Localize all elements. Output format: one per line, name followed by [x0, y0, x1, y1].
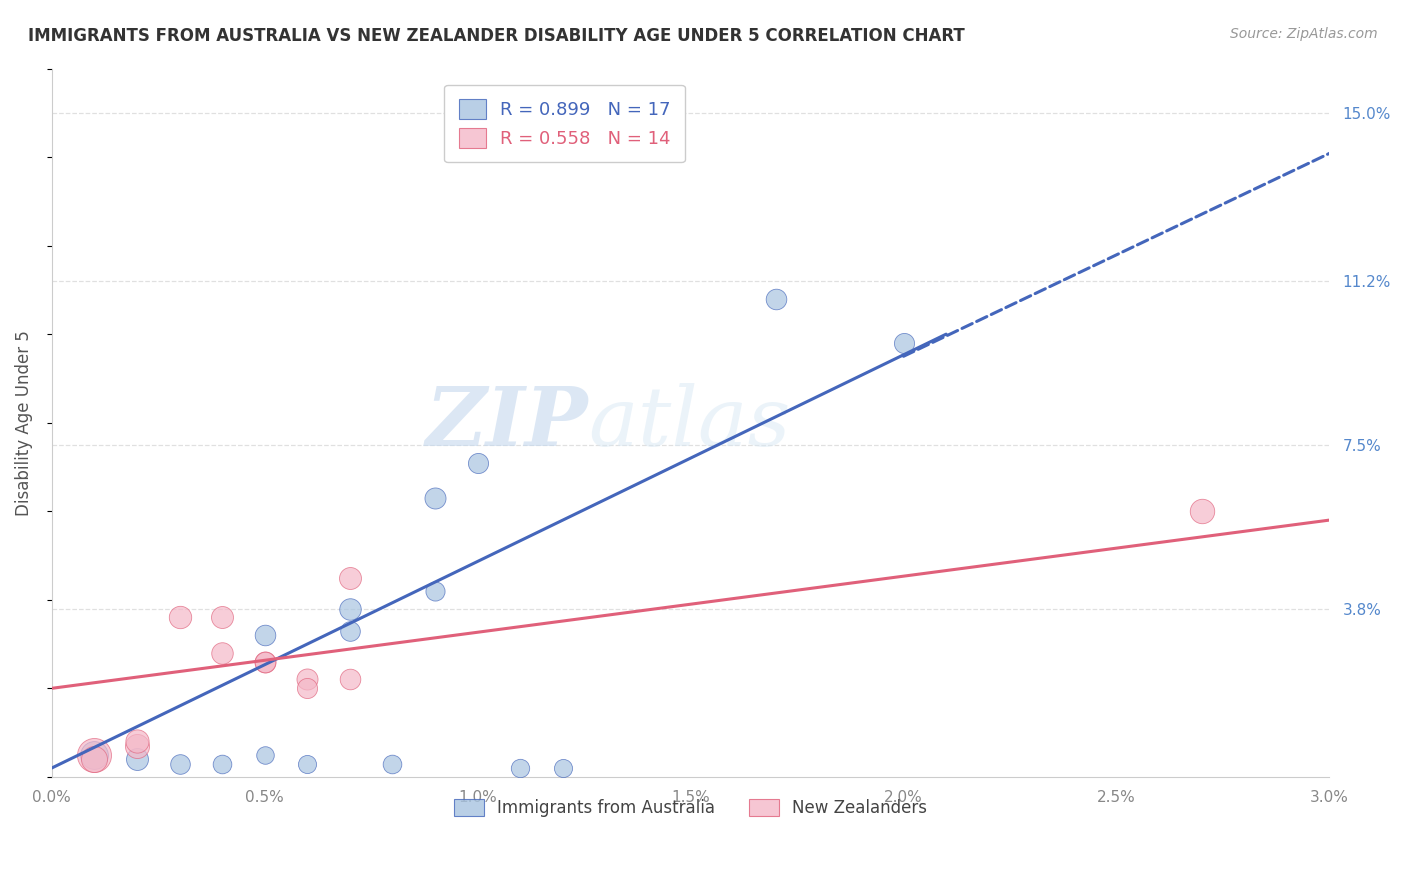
Point — [125, 752, 148, 766]
Point — [1191, 504, 1213, 518]
Text: atlas: atlas — [588, 383, 790, 463]
Point — [125, 734, 148, 748]
Point — [125, 739, 148, 753]
Point — [467, 456, 489, 470]
Point — [423, 583, 446, 598]
Point — [211, 646, 233, 660]
Text: Source: ZipAtlas.com: Source: ZipAtlas.com — [1230, 27, 1378, 41]
Legend: Immigrants from Australia, New Zealanders: Immigrants from Australia, New Zealander… — [446, 790, 935, 825]
Point — [297, 681, 319, 696]
Text: ZIP: ZIP — [426, 383, 588, 463]
Point — [253, 655, 276, 669]
Point — [423, 491, 446, 505]
Point — [893, 336, 915, 351]
Y-axis label: Disability Age Under 5: Disability Age Under 5 — [15, 330, 32, 516]
Point — [211, 756, 233, 771]
Point — [169, 756, 191, 771]
Point — [83, 747, 105, 762]
Point — [551, 761, 574, 775]
Point — [339, 571, 361, 585]
Point — [381, 756, 404, 771]
Point — [765, 292, 787, 306]
Point — [253, 747, 276, 762]
Point — [83, 752, 105, 766]
Point — [339, 673, 361, 687]
Point — [253, 628, 276, 642]
Point — [297, 673, 319, 687]
Point — [339, 601, 361, 615]
Point — [297, 756, 319, 771]
Point — [211, 610, 233, 624]
Point — [253, 655, 276, 669]
Point — [509, 761, 531, 775]
Point — [339, 624, 361, 638]
Text: IMMIGRANTS FROM AUSTRALIA VS NEW ZEALANDER DISABILITY AGE UNDER 5 CORRELATION CH: IMMIGRANTS FROM AUSTRALIA VS NEW ZEALAND… — [28, 27, 965, 45]
Point — [169, 610, 191, 624]
Point — [83, 747, 105, 762]
